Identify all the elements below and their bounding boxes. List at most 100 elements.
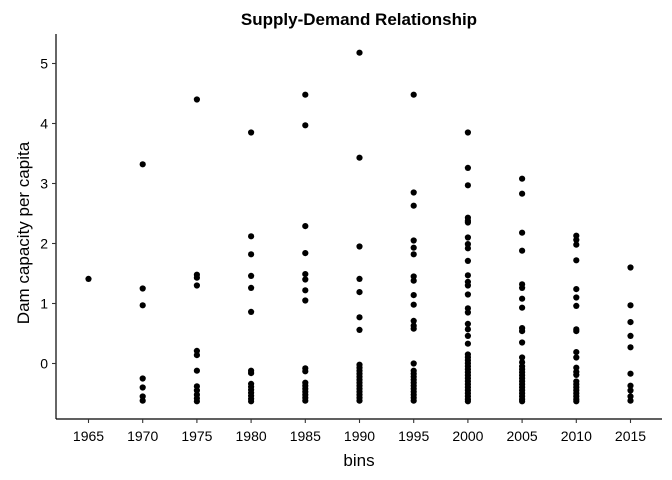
data-point [411,251,417,257]
data-point [465,341,471,347]
data-point [519,305,525,311]
data-point [519,339,525,345]
data-point [573,372,579,378]
data-point [627,333,633,339]
x-tick-label: 2010 [561,428,592,444]
data-point [573,242,579,248]
y-tick-label: 0 [40,356,48,372]
data-point [411,237,417,243]
data-point [194,398,200,404]
data-point [302,287,308,293]
data-point [140,161,146,167]
x-tick-label: 1980 [236,428,267,444]
data-point [573,303,579,309]
y-axis-ticks: 0 1 2 3 4 5 [40,56,56,372]
data-point [411,326,417,332]
data-point [519,296,525,302]
data-point [627,319,633,325]
data-point [194,352,200,358]
data-point [465,326,471,332]
data-point [248,251,254,257]
data-point [140,285,146,291]
x-tick-label: 2005 [507,428,538,444]
x-tick-label: 1990 [344,428,375,444]
data-point [248,273,254,279]
data-point [248,370,254,376]
data-point [140,384,146,390]
data-point [465,333,471,339]
data-point [411,292,417,298]
data-point [465,309,471,315]
data-point [519,191,525,197]
data-points [85,50,633,405]
data-point [465,258,471,264]
x-tick-label: 2015 [615,428,646,444]
data-point [573,349,579,355]
data-point [140,375,146,381]
data-point [465,282,471,288]
data-point [465,321,471,327]
data-point [248,398,254,404]
data-point [140,302,146,308]
y-tick-label: 1 [40,296,48,312]
data-point [411,245,417,251]
data-point [302,271,308,277]
data-point [85,276,91,282]
data-point [411,398,417,404]
data-point [302,122,308,128]
data-point [465,182,471,188]
y-tick-label: 2 [40,236,48,252]
y-tick-label: 3 [40,176,48,192]
data-point [465,165,471,171]
data-point [411,189,417,195]
x-tick-label: 1985 [290,428,321,444]
data-point [248,309,254,315]
data-point [302,398,308,404]
data-point [194,96,200,102]
data-point [248,233,254,239]
data-point [302,250,308,256]
data-point [302,297,308,303]
data-point [627,302,633,308]
y-axis-label: Dam capacity per capita [14,141,33,324]
chart-title: Supply-Demand Relationship [241,10,477,29]
data-point [519,176,525,182]
x-tick-label: 1975 [181,428,212,444]
data-point [356,243,362,249]
data-point [356,314,362,320]
data-point [411,302,417,308]
data-point [411,360,417,366]
x-tick-label: 1965 [73,428,104,444]
data-point [465,272,471,278]
data-point [302,368,308,374]
data-point [573,294,579,300]
x-tick-label: 2000 [452,428,483,444]
data-point [194,275,200,281]
data-point [627,371,633,377]
data-point [302,92,308,98]
x-axis-label: bins [343,451,374,470]
data-point [573,328,579,334]
data-point [356,50,362,56]
data-point [519,398,525,404]
data-point [411,203,417,209]
data-point [627,387,633,393]
data-point [465,129,471,135]
data-point [465,234,471,240]
data-point [302,276,308,282]
data-point [248,285,254,291]
data-point [519,248,525,254]
data-point [573,354,579,360]
data-point [356,289,362,295]
data-point [194,282,200,288]
y-tick-label: 4 [40,116,48,132]
x-tick-label: 1970 [127,428,158,444]
data-point [465,245,471,251]
data-point [140,398,146,404]
data-point [573,257,579,263]
data-point [302,223,308,229]
data-point [356,276,362,282]
data-point [519,285,525,291]
data-point [627,264,633,270]
